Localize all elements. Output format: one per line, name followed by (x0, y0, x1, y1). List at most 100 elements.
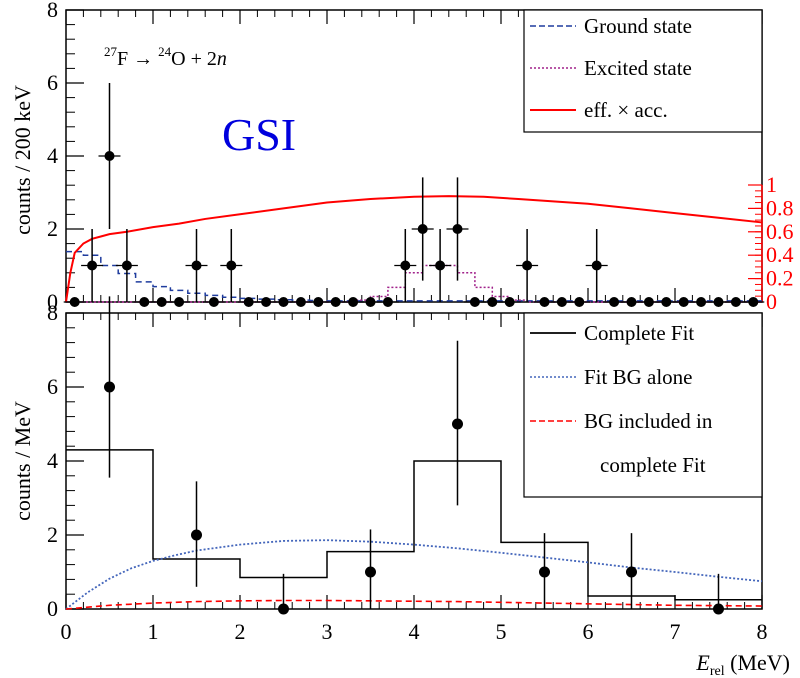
top-legend-label: Excited state (584, 56, 692, 80)
top-data-point (121, 260, 132, 271)
top-data-point (661, 297, 672, 307)
bottom-xtick-label: 6 (583, 619, 594, 644)
top-ytick-label: 4 (47, 143, 58, 168)
top-data-point (643, 297, 654, 307)
top-data-point (574, 297, 585, 307)
top-legend: Ground state Excited state eff. × acc. (523, 9, 763, 133)
bottom-legend-label: Complete Fit (584, 321, 694, 345)
reaction-b: F → (117, 48, 158, 70)
right-axis-tick-label: 0.8 (766, 195, 794, 220)
top-data-point (261, 297, 272, 307)
top-data-point (313, 297, 324, 307)
bottom-ytick-label: 6 (47, 374, 58, 399)
top-data-point (713, 297, 724, 307)
top-data-point (539, 297, 550, 307)
top-right-axis: 00.20.40.60.81 (748, 172, 794, 314)
top-data-point (330, 297, 341, 307)
bottom-ytick-label: 4 (47, 448, 58, 473)
bottom-xtick-label: 8 (757, 619, 768, 644)
top-data-point (365, 297, 376, 307)
top-data-point (69, 297, 80, 307)
top-data-point (678, 297, 689, 307)
ground-state-histogram (66, 250, 762, 302)
top-ytick-label: 2 (47, 216, 58, 241)
top-data-point (156, 297, 167, 307)
top-ytick-label: 8 (47, 0, 58, 22)
eff-acc-path (65, 195, 763, 303)
bottom-data-point (539, 566, 550, 578)
fit-bg-alone-path (65, 539, 763, 610)
bottom-panel: 0 2 4 6 8 0 1 2 3 4 5 6 7 8 Complete Fit Fit BG alone B… (10, 296, 790, 678)
bottom-data-point (104, 381, 115, 393)
bottom-xtick-label: 1 (148, 619, 159, 644)
x-axis-title: Erel (MeV) (695, 650, 790, 678)
top-data-point (348, 297, 359, 307)
bottom-ylabel: counts / MeV (10, 401, 35, 521)
top-data-point (417, 224, 428, 234)
ground-state-path (66, 250, 762, 302)
reaction-e: n (217, 48, 227, 70)
top-data-point (626, 297, 637, 307)
top-data-point (174, 297, 185, 307)
top-data-point (696, 297, 707, 307)
bottom-xtick-label: 4 (409, 619, 420, 644)
bottom-ytick-label: 0 (47, 596, 58, 621)
bottom-legend-box (523, 312, 763, 498)
top-data-point (295, 297, 306, 307)
right-axis-tick-label: 0 (766, 289, 777, 314)
bottom-legend-label: complete Fit (600, 453, 706, 477)
bg-included-path (65, 599, 763, 610)
bottom-data-point (713, 603, 724, 615)
bottom-data-point (191, 529, 202, 541)
bottom-xtick-label: 5 (496, 619, 507, 644)
bottom-xtick-label: 0 (61, 619, 72, 644)
bottom-legend: Complete Fit Fit BG alone BG included in co… (523, 312, 763, 498)
top-data-points (63, 83, 765, 307)
top-data-point (556, 297, 567, 307)
bottom-legend-label: Fit BG alone (584, 365, 693, 389)
right-axis-tick-label: 0.2 (766, 266, 794, 291)
top-legend-label: Ground state (584, 14, 692, 38)
top-data-point (609, 297, 620, 307)
reaction-label: 27F → 24O + 2n (104, 44, 227, 70)
bottom-data-point (278, 603, 289, 615)
top-ytick-label: 6 (47, 70, 58, 95)
reaction-a: 27 (104, 44, 118, 59)
bottom-data-point (452, 418, 463, 430)
top-data-point (208, 297, 219, 307)
bottom-data-point (626, 566, 637, 578)
top-legend-label: eff. × acc. (584, 98, 668, 122)
top-data-point (400, 260, 411, 271)
top-data-point (522, 260, 533, 271)
top-ytick-label: 0 (47, 289, 58, 314)
bottom-xtick-label: 2 (235, 619, 246, 644)
top-data-point (104, 151, 115, 161)
bottom-xtick-label: 7 (670, 619, 681, 644)
bottom-data-point (365, 566, 376, 578)
top-data-point (382, 297, 393, 307)
top-data-point (730, 297, 741, 307)
eff-acc-curve (65, 195, 763, 303)
reaction-c: 24 (158, 44, 172, 59)
bottom-xtick-label: 3 (322, 619, 333, 644)
top-data-point (591, 260, 602, 271)
bottom-legend-label: BG included in (584, 409, 713, 433)
top-data-point (191, 260, 202, 271)
x-axis-title-sub: rel (710, 664, 725, 678)
top-legend-box (523, 9, 763, 133)
bg-included-curve (65, 599, 763, 610)
top-data-point (139, 297, 150, 307)
reaction-d: O + 2 (171, 48, 217, 70)
top-data-point (452, 224, 463, 234)
right-axis-tick-label: 0.6 (766, 219, 794, 244)
top-data-point (243, 297, 254, 307)
right-axis-tick-label: 0.4 (766, 242, 794, 267)
top-data-point (469, 297, 480, 307)
top-data-point (87, 260, 98, 271)
top-data-point (504, 297, 515, 307)
top-data-point (487, 297, 498, 307)
top-data-point (278, 297, 289, 307)
x-axis-title-main: E (695, 650, 710, 675)
